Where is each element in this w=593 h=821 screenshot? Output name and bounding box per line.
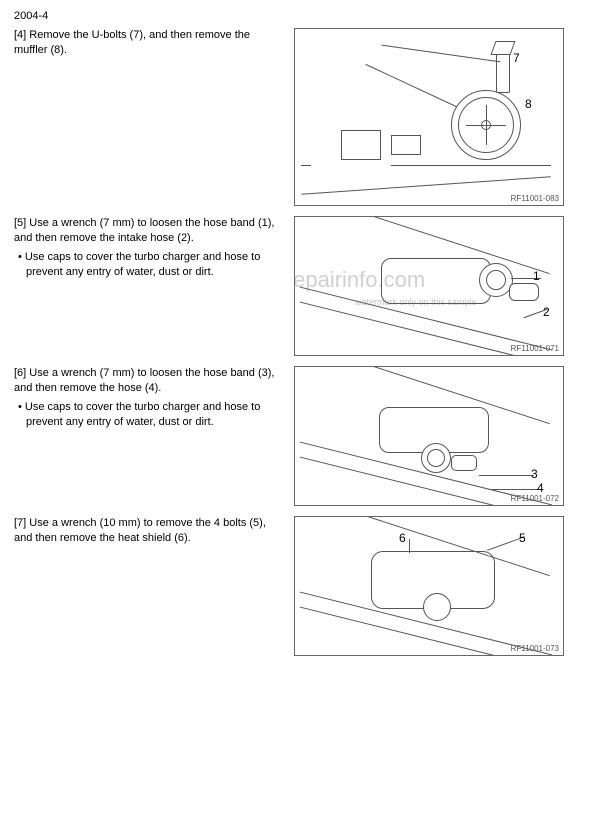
step-body-6: Use a wrench (7 mm) to loosen the hose b… <box>14 367 274 394</box>
figure-id-4: RF11001-083 <box>511 194 559 203</box>
step-num-6: [6] <box>14 367 26 379</box>
callout-1: 1 <box>533 269 540 283</box>
figure-5: 1 2 eRepairinfo.com watermark only on th… <box>294 216 564 356</box>
step-body-4: Remove the U-bolts (7), and then remove … <box>14 29 250 56</box>
figure-id-5: RF11001-071 <box>511 344 559 353</box>
figure-id-7: RF11001-073 <box>511 644 559 653</box>
step-row-5: [5] Use a wrench (7 mm) to loosen the ho… <box>14 216 573 356</box>
step-num-4: [4] <box>14 29 26 41</box>
callout-7: 7 <box>513 51 520 65</box>
figure-4: 7 8 RF11001-083 <box>294 28 564 206</box>
step-num-5: [5] <box>14 217 26 229</box>
step-body-7: Use a wrench (10 mm) to remove the 4 bol… <box>14 517 266 544</box>
step-bullet-6-0: Use caps to cover the turbo charger and … <box>14 400 284 430</box>
figure-6: 3 4 RF11001-072 <box>294 366 564 506</box>
step-text-7: [7] Use a wrench (10 mm) to remove the 4… <box>14 516 294 550</box>
callout-5: 5 <box>519 531 526 545</box>
step-text-6: [6] Use a wrench (7 mm) to loosen the ho… <box>14 366 294 433</box>
callout-6: 6 <box>399 531 406 545</box>
callout-4: 4 <box>537 481 544 495</box>
step-bullet-5-0: Use caps to cover the turbo charger and … <box>14 250 284 280</box>
page-number: 2004-4 <box>14 10 573 22</box>
callout-3: 3 <box>531 467 538 481</box>
step-num-7: [7] <box>14 517 26 529</box>
callout-2: 2 <box>543 305 550 319</box>
step-row-6: [6] Use a wrench (7 mm) to loosen the ho… <box>14 366 573 506</box>
engine-sketch-5 <box>301 223 557 341</box>
step-text-4: [4] Remove the U-bolts (7), and then rem… <box>14 28 294 62</box>
figure-id-6: RF11001-072 <box>511 494 559 503</box>
callout-8: 8 <box>525 97 532 111</box>
step-row-7: [7] Use a wrench (10 mm) to remove the 4… <box>14 516 573 656</box>
engine-sketch-6 <box>301 373 557 491</box>
figure-7: 5 6 RF11001-073 <box>294 516 564 656</box>
step-body-5: Use a wrench (7 mm) to loosen the hose b… <box>14 217 274 244</box>
step-row-4: [4] Remove the U-bolts (7), and then rem… <box>14 28 573 206</box>
step-text-5: [5] Use a wrench (7 mm) to loosen the ho… <box>14 216 294 283</box>
